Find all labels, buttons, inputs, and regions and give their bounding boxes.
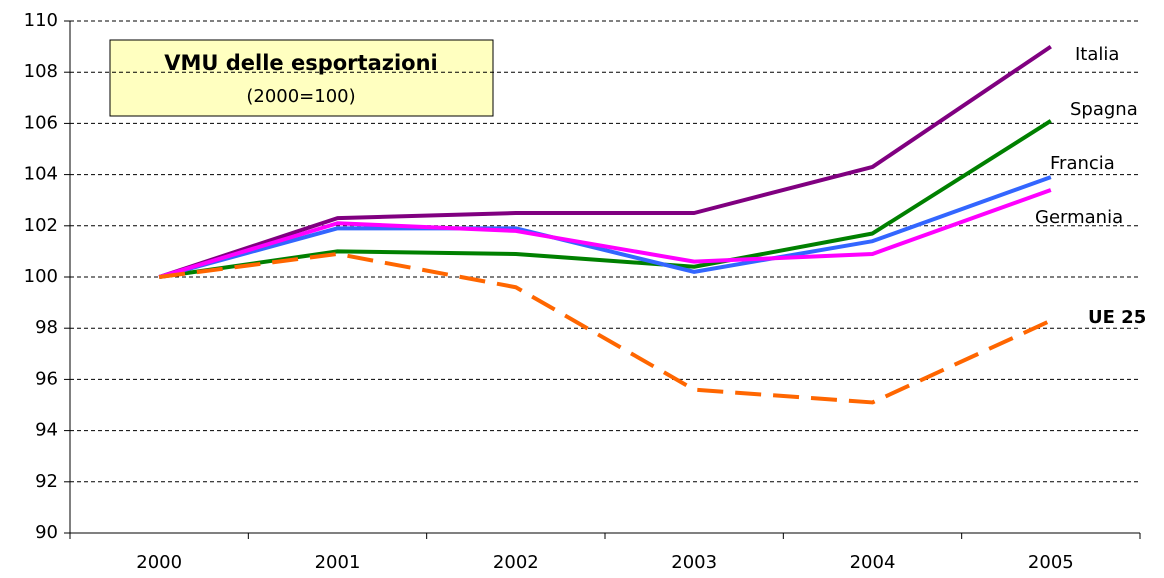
- series-line: [158, 119, 1052, 279]
- series-label: Italia: [1075, 44, 1119, 65]
- y-tick-label: 102: [24, 215, 58, 236]
- x-tick-label: 2001: [315, 552, 361, 573]
- series-label: Spagna: [1070, 99, 1138, 120]
- series-label: Francia: [1050, 153, 1115, 174]
- y-tick-label: 108: [24, 61, 58, 82]
- x-tick-label: 2005: [1028, 552, 1074, 573]
- series-label: UE 25: [1088, 307, 1146, 328]
- y-tick-label: 106: [24, 112, 58, 133]
- series-line: [158, 188, 1052, 279]
- y-tick-label: 90: [35, 522, 58, 543]
- y-tick-label: 92: [35, 471, 58, 492]
- y-tick-label: 104: [24, 164, 58, 185]
- series-line: [158, 44, 1052, 279]
- y-tick-label: 100: [24, 266, 58, 287]
- chart-title: VMU delle esportazioni: [164, 51, 438, 75]
- series-line: [158, 251, 1052, 405]
- series-line: [158, 175, 1052, 279]
- x-tick-label: 2003: [671, 552, 717, 573]
- y-tick-label: 96: [35, 368, 58, 389]
- y-tick-label: 94: [35, 420, 58, 441]
- x-tick-label: 2004: [850, 552, 896, 573]
- y-tick-label: 98: [35, 317, 58, 338]
- series-label: Germania: [1035, 207, 1123, 228]
- title-box: [109, 39, 494, 117]
- y-tick-label: 110: [24, 10, 58, 31]
- x-tick-label: 2002: [493, 552, 539, 573]
- chart-subtitle: (2000=100): [246, 86, 355, 107]
- x-tick-label: 2000: [136, 552, 182, 573]
